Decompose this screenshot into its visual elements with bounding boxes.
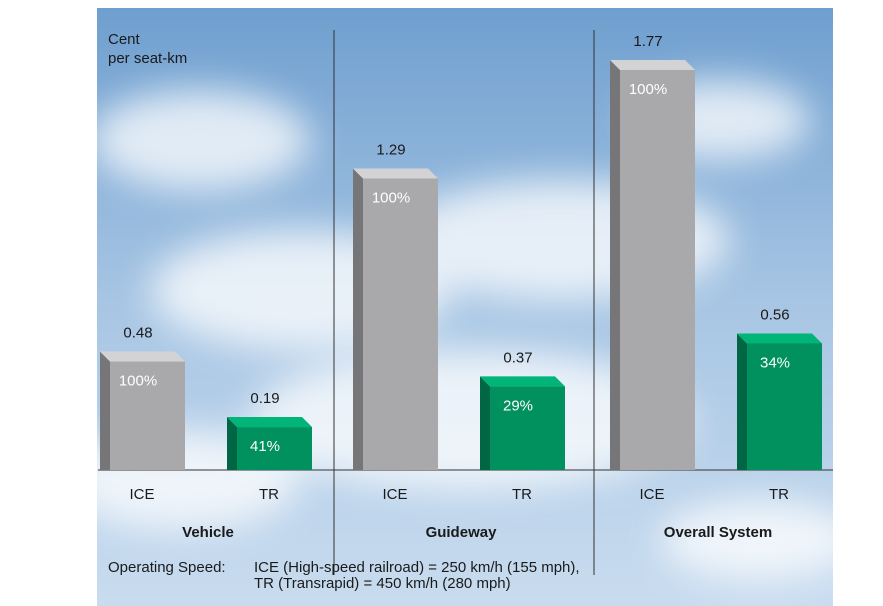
bar xyxy=(490,386,565,470)
bar-side xyxy=(480,376,490,470)
group-label: Guideway xyxy=(426,524,498,541)
share-label: 100% xyxy=(372,189,410,206)
bar xyxy=(237,427,312,470)
bar-top xyxy=(353,168,438,179)
y-axis-label: Cent xyxy=(108,31,141,48)
bar-top xyxy=(610,60,695,70)
y-axis-label: per seat-km xyxy=(108,50,187,67)
bar-top xyxy=(480,376,565,387)
x-tick-label: TR xyxy=(512,486,532,503)
sky-background xyxy=(97,8,833,606)
bar xyxy=(747,343,822,470)
x-tick-label: TR xyxy=(259,486,279,503)
share-label: 34% xyxy=(760,354,790,371)
bar-top xyxy=(100,351,185,362)
share-label: 29% xyxy=(503,397,533,414)
note-line: TR (Transrapid) = 450 km/h (280 mph) xyxy=(254,575,511,592)
bar xyxy=(620,70,695,470)
bar xyxy=(110,361,185,470)
value-label: 0.48 xyxy=(123,324,152,341)
x-tick-label: ICE xyxy=(639,486,664,503)
x-tick-label: ICE xyxy=(382,486,407,503)
bar-side xyxy=(100,351,110,470)
group-label: Overall System xyxy=(664,524,772,541)
value-label: 0.19 xyxy=(250,390,279,407)
value-label: 0.37 xyxy=(503,349,532,366)
share-label: 41% xyxy=(250,438,280,455)
bar-top xyxy=(737,333,822,344)
note-line: ICE (High-speed railroad) = 250 km/h (15… xyxy=(254,559,580,576)
share-label: 100% xyxy=(119,372,157,389)
bar-side xyxy=(227,417,237,470)
value-label: 0.56 xyxy=(760,306,789,323)
bar-side xyxy=(353,168,363,470)
share-label: 100% xyxy=(629,81,667,98)
value-label: 1.77 xyxy=(633,33,662,50)
note-label: Operating Speed: xyxy=(108,559,226,576)
bar-side xyxy=(737,333,747,470)
bar-top xyxy=(227,417,312,428)
bar-side xyxy=(610,60,620,470)
x-tick-label: TR xyxy=(769,486,789,503)
bar xyxy=(363,178,438,470)
group-label: Vehicle xyxy=(182,524,234,541)
x-tick-label: ICE xyxy=(129,486,154,503)
value-label: 1.29 xyxy=(376,141,405,158)
